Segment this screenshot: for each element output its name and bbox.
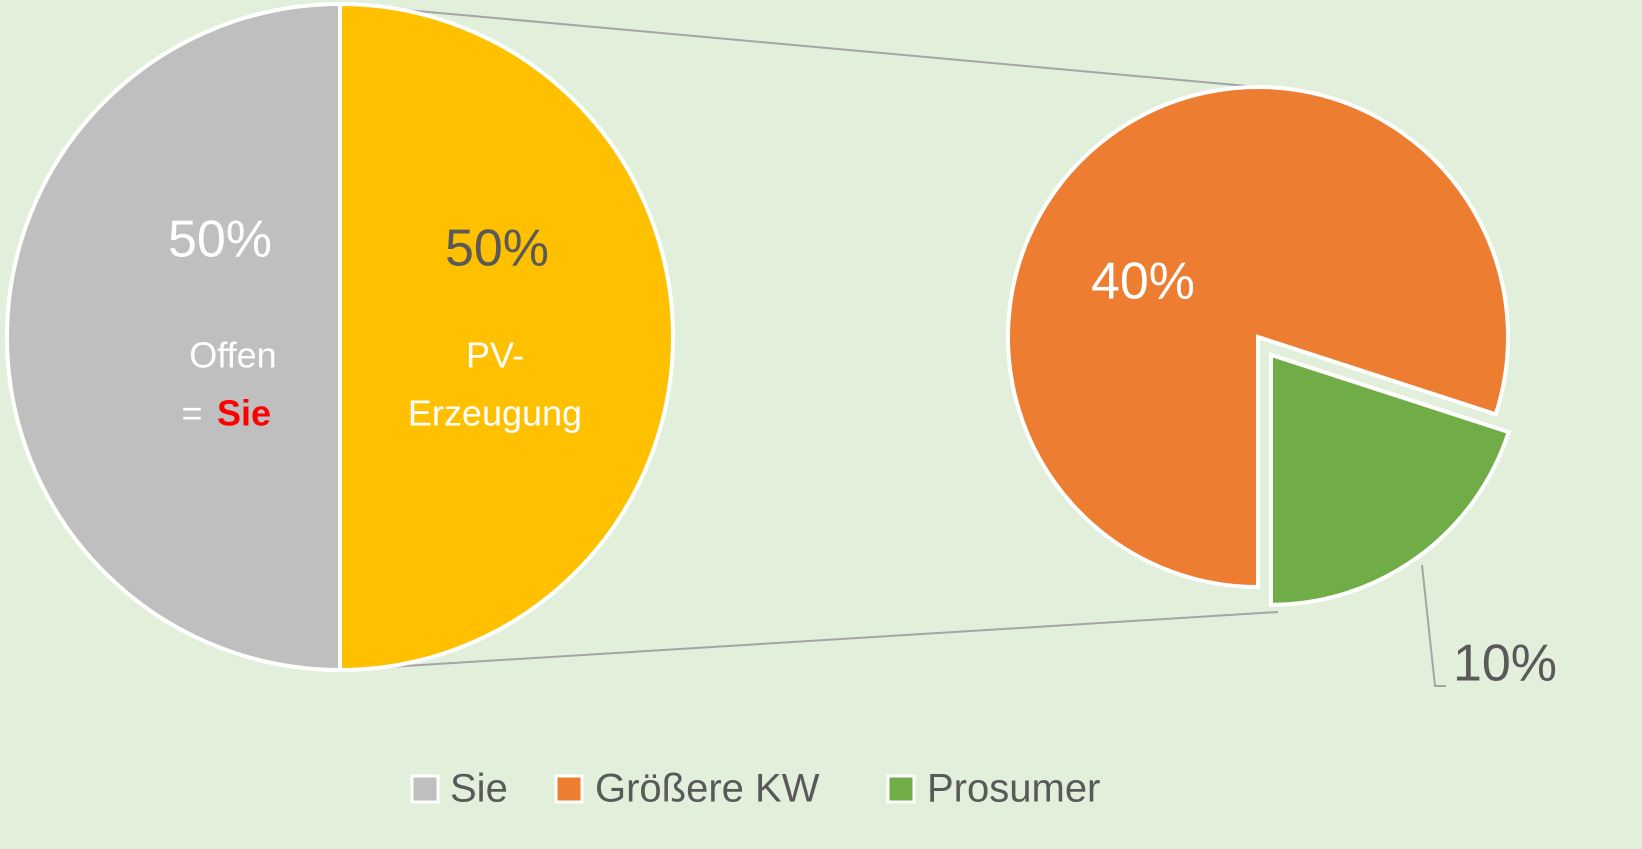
annotation: PV- (466, 335, 524, 376)
data-label: 50% (168, 211, 272, 269)
legend-label: Größere KW (595, 767, 820, 811)
pie-slice (1005, 85, 1510, 590)
data-label: 10% (1453, 635, 1557, 693)
connector-line (339, 611, 1279, 671)
pie-slice (338, 1, 675, 673)
connector-line (339, 3, 1259, 88)
leader-line (1421, 564, 1446, 687)
annotation: Erzeugung (408, 393, 582, 434)
annotation: = (181, 393, 202, 434)
legend-label: Sie (450, 767, 508, 811)
pie-slice (1268, 352, 1512, 607)
data-label: 40% (1091, 253, 1195, 311)
legend-swatch (554, 774, 584, 804)
data-label: 50% (445, 220, 549, 278)
legend-label: Prosumer (927, 767, 1100, 811)
annotation: Sie (217, 393, 271, 434)
legend-swatch (410, 774, 440, 804)
legend-swatch (886, 774, 916, 804)
pie-slice (5, 1, 342, 673)
plot (5, 1, 1512, 673)
annotation: Offen (189, 335, 276, 376)
